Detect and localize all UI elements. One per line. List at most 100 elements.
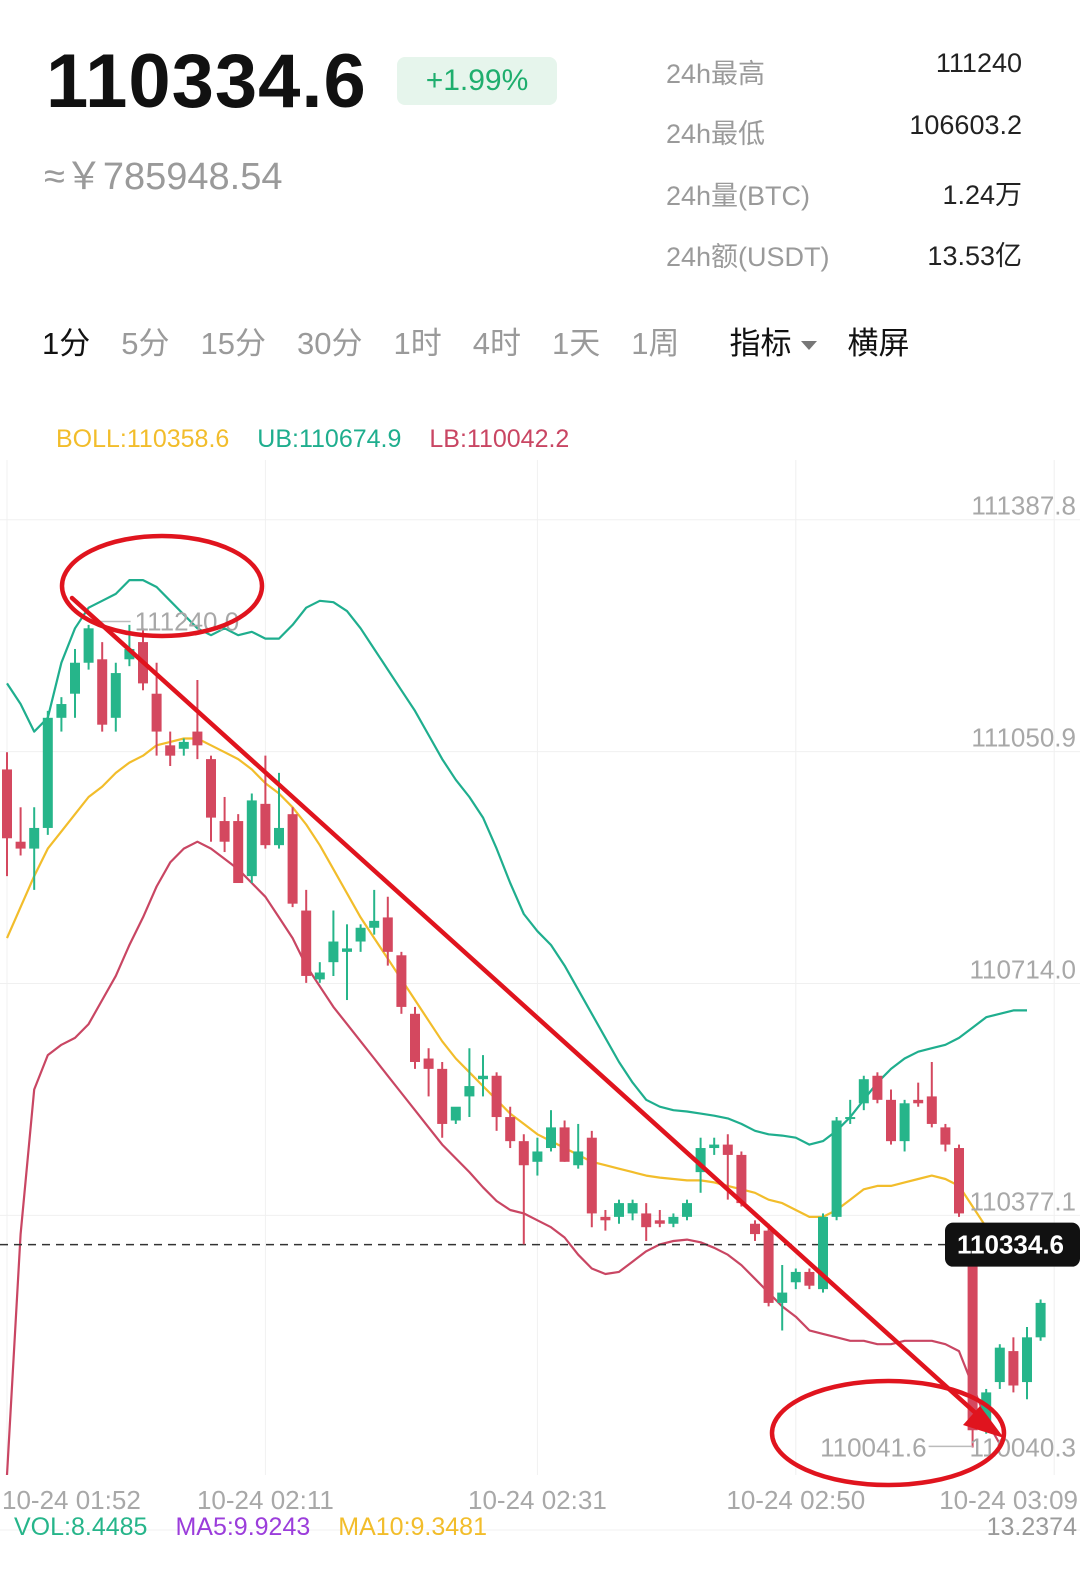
min-marker-label: 110041.6 (820, 1432, 927, 1462)
boll-value: BOLL:110358.6 (56, 425, 230, 453)
candle-body (314, 972, 325, 980)
candle-body (178, 741, 189, 749)
candle-body (464, 1086, 475, 1097)
tab-1m[interactable]: 1分 (42, 325, 91, 361)
candle-body (437, 1068, 448, 1124)
candle-body (301, 910, 312, 976)
candle-body (722, 1144, 733, 1155)
indicator-dropdown[interactable]: 指标 (729, 318, 818, 363)
stat-value-low: 106603.2 (909, 110, 1022, 140)
candle-body (926, 1096, 937, 1124)
candle-body (396, 955, 407, 1007)
x-tick-label: 10-24 02:31 (468, 1485, 607, 1515)
candle-body (940, 1127, 951, 1145)
candle-body (192, 731, 203, 746)
candle-body (614, 1203, 624, 1217)
boll-legend: BOLL:110358.6 UB:110674.9 LB:110042.2 (56, 425, 597, 454)
tab-5m[interactable]: 5分 (121, 325, 170, 361)
candle-body (546, 1127, 556, 1149)
candle-body (668, 1216, 679, 1224)
candle-body (206, 759, 216, 818)
candle-body (818, 1216, 828, 1290)
change-badge: +1.99% (397, 57, 557, 105)
candle-body (83, 628, 94, 663)
candle-body (872, 1075, 883, 1100)
candle-body (450, 1106, 461, 1121)
ub-line (6, 578, 1027, 1146)
candle-body (736, 1154, 747, 1204)
last-price: 110334.6 (46, 39, 367, 124)
candle-body (410, 1013, 420, 1062)
candle-body (886, 1099, 896, 1142)
stat-value-volume: 1.24万 (942, 180, 1022, 210)
candle-body (845, 1117, 856, 1120)
ma5-value: MA5:9.9243 (175, 1513, 311, 1541)
stat-label-high: 24h最高 (666, 59, 766, 89)
indicator-label: 指标 (729, 325, 792, 361)
landscape-button[interactable]: 横屏 (847, 325, 910, 361)
candle-body (763, 1230, 774, 1303)
y-tick-label: 111050.9 (971, 723, 1076, 753)
candle-body (1035, 1302, 1046, 1338)
candle-body (219, 821, 230, 842)
tab-1h[interactable]: 1时 (393, 325, 442, 361)
candle-body (967, 1251, 978, 1431)
candle-body (342, 948, 352, 952)
min-marker-label-partial: 110040.3 (969, 1432, 1076, 1462)
max-marker-label: 111240.0 (135, 606, 240, 636)
stat-label-amount: 24h额(USDT) (666, 242, 830, 272)
current-price-label: 110334.6 (957, 1230, 1064, 1260)
candle-body (1008, 1351, 1019, 1386)
candle-body (233, 821, 244, 884)
candle-body (627, 1203, 638, 1214)
candle-body (478, 1075, 488, 1080)
annotation-arrow-head (963, 1406, 1004, 1438)
tab-1d[interactable]: 1天 (551, 325, 601, 361)
candle-body (586, 1137, 597, 1214)
candle-body (15, 841, 26, 849)
candle-body (56, 704, 67, 718)
candle-body (70, 662, 80, 694)
y-tick-label: 110377.1 (969, 1186, 1076, 1216)
stat-label-low: 24h最低 (666, 119, 766, 149)
candle-body (831, 1120, 842, 1217)
candle-body (274, 827, 284, 846)
candle-body (423, 1058, 434, 1069)
candle-body (641, 1213, 652, 1228)
candle-body (709, 1144, 720, 1149)
candle-body (369, 920, 380, 928)
annotation-ellipse-bottom (769, 1378, 1007, 1488)
candle-body (790, 1271, 801, 1283)
ub-value: UB:110674.9 (257, 425, 402, 453)
candle-body (600, 1216, 611, 1221)
y-tick-label: 110714.0 (969, 955, 1076, 985)
candle-body (246, 800, 257, 877)
candle-body (287, 814, 298, 904)
candle-body (97, 659, 108, 725)
candle-body (2, 769, 12, 839)
price-cny: ≈￥785948.54 (44, 156, 283, 198)
candle-body (505, 1117, 516, 1142)
chevron-down-icon (801, 340, 818, 350)
tab-4h[interactable]: 4时 (472, 325, 521, 361)
vol-value: VOL:8.4485 (14, 1513, 148, 1541)
candle-body (954, 1148, 964, 1214)
tab-1w[interactable]: 1周 (631, 325, 680, 361)
tab-15m[interactable]: 15分 (200, 325, 266, 361)
candle-body (981, 1392, 992, 1427)
candle-body (124, 648, 135, 660)
x-tick-label: 10-24 02:11 (197, 1485, 334, 1515)
stat-label-volume: 24h量(BTC) (666, 181, 811, 211)
candle-body (355, 927, 366, 942)
candle-body (518, 1141, 529, 1166)
candle-body (165, 745, 176, 756)
candle-body (994, 1347, 1005, 1383)
candle-body (1022, 1337, 1032, 1383)
tab-30m[interactable]: 30分 (296, 325, 363, 361)
stat-value-amount: 13.53亿 (927, 241, 1022, 271)
candle-body (750, 1223, 760, 1235)
candle-body (777, 1292, 788, 1303)
y-tick-label: 111387.8 (971, 491, 1076, 521)
x-tick-label: 10-24 03:09 (939, 1485, 1078, 1515)
